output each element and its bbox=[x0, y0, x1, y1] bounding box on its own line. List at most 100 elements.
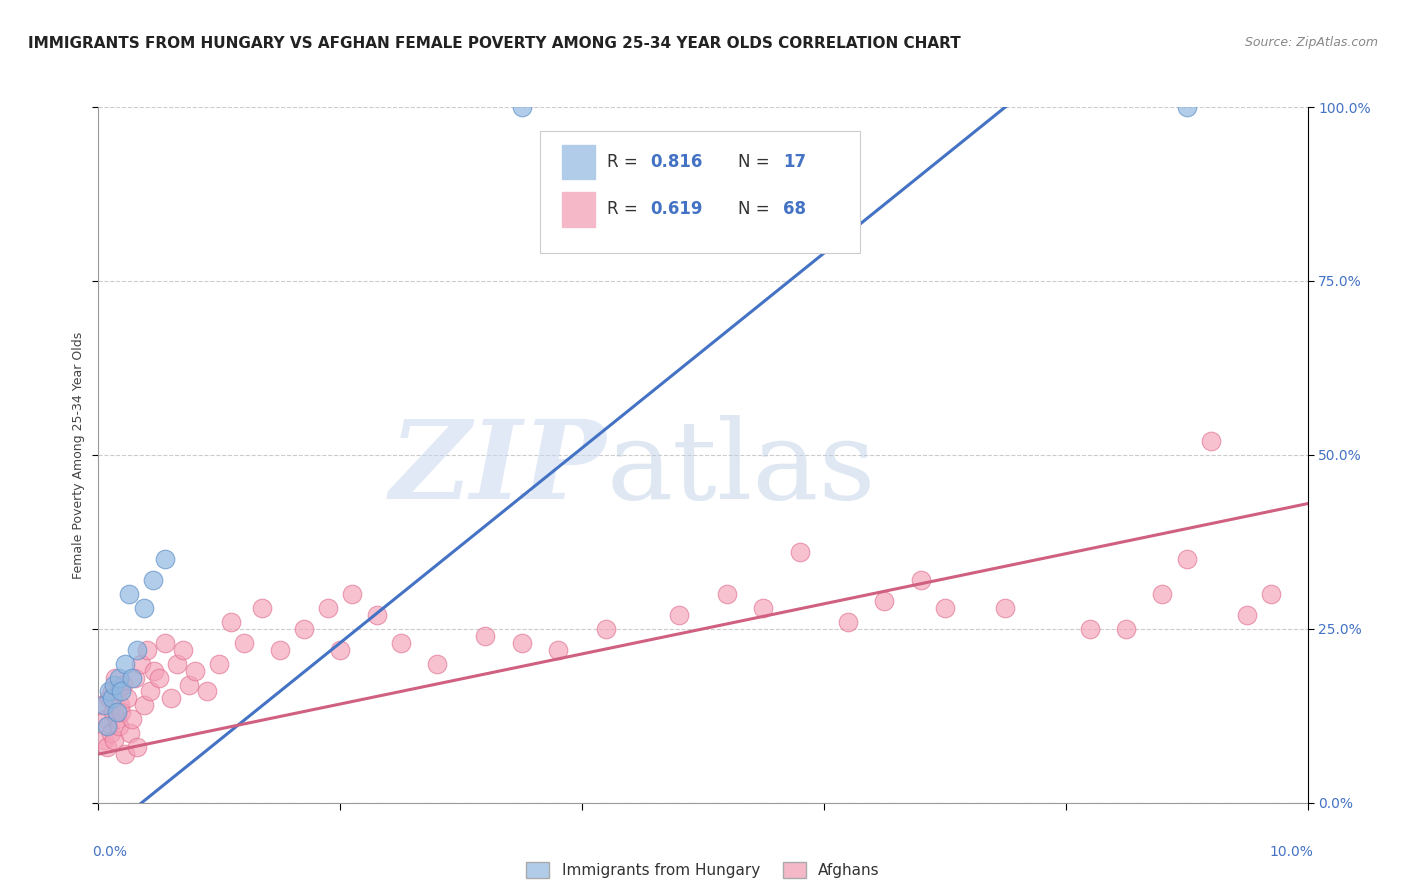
Text: 0.619: 0.619 bbox=[650, 201, 702, 219]
Point bbox=[121, 671, 143, 685]
Text: N =: N = bbox=[738, 153, 775, 171]
Point bbox=[103, 733, 125, 747]
Point bbox=[172, 642, 194, 657]
Text: 0.0%: 0.0% bbox=[93, 845, 128, 858]
Bar bbox=[561, 145, 595, 179]
Point bbox=[221, 615, 243, 629]
Point bbox=[179, 677, 201, 691]
Point bbox=[208, 657, 231, 671]
Text: 0.816: 0.816 bbox=[650, 153, 702, 171]
Point bbox=[510, 636, 533, 650]
Point bbox=[100, 726, 122, 740]
Point bbox=[329, 642, 352, 657]
Point bbox=[1199, 434, 1222, 448]
Point bbox=[94, 712, 117, 726]
Point bbox=[716, 587, 738, 601]
Point bbox=[96, 740, 118, 755]
Point bbox=[107, 684, 129, 698]
Point bbox=[366, 607, 388, 622]
Point bbox=[111, 677, 134, 691]
Point bbox=[1115, 622, 1137, 636]
Point bbox=[129, 657, 152, 671]
Point bbox=[134, 698, 156, 713]
Point bbox=[127, 740, 149, 755]
Point bbox=[101, 706, 124, 720]
Point bbox=[1175, 552, 1198, 566]
Text: Source: ZipAtlas.com: Source: ZipAtlas.com bbox=[1244, 36, 1378, 49]
Point bbox=[752, 601, 775, 615]
Point bbox=[184, 664, 207, 678]
Point bbox=[91, 698, 114, 713]
Point bbox=[105, 706, 128, 720]
Text: 10.0%: 10.0% bbox=[1270, 845, 1313, 858]
Point bbox=[96, 719, 118, 733]
Point bbox=[910, 573, 932, 587]
Point bbox=[595, 622, 617, 636]
Point bbox=[93, 733, 115, 747]
Point bbox=[114, 657, 136, 671]
Point bbox=[108, 719, 131, 733]
Point bbox=[97, 719, 120, 733]
Point bbox=[118, 726, 141, 740]
Legend: Immigrants from Hungary, Afghans: Immigrants from Hungary, Afghans bbox=[519, 855, 887, 886]
Point bbox=[108, 671, 131, 685]
Point bbox=[1260, 587, 1282, 601]
Point bbox=[139, 684, 162, 698]
Point bbox=[114, 747, 136, 761]
Point bbox=[110, 706, 132, 720]
Point bbox=[269, 642, 291, 657]
Text: R =: R = bbox=[607, 153, 644, 171]
Point bbox=[121, 712, 143, 726]
Point bbox=[124, 671, 146, 685]
Point bbox=[100, 684, 122, 698]
Point bbox=[105, 712, 128, 726]
Point bbox=[148, 671, 170, 685]
Text: IMMIGRANTS FROM HUNGARY VS AFGHAN FEMALE POVERTY AMONG 25-34 YEAR OLDS CORRELATI: IMMIGRANTS FROM HUNGARY VS AFGHAN FEMALE… bbox=[28, 36, 960, 51]
Point bbox=[292, 622, 315, 636]
Point bbox=[1078, 622, 1101, 636]
Text: R =: R = bbox=[607, 201, 644, 219]
Point bbox=[474, 629, 496, 643]
Point bbox=[1152, 587, 1174, 601]
Point bbox=[316, 601, 339, 615]
Point bbox=[135, 642, 157, 657]
Point bbox=[934, 601, 956, 615]
Point bbox=[195, 684, 218, 698]
Point bbox=[127, 642, 149, 657]
Point bbox=[389, 636, 412, 650]
Point bbox=[789, 545, 811, 559]
Y-axis label: Female Poverty Among 25-34 Year Olds: Female Poverty Among 25-34 Year Olds bbox=[72, 331, 84, 579]
Point bbox=[103, 677, 125, 691]
Point bbox=[342, 587, 364, 601]
Point bbox=[837, 615, 859, 629]
Bar bbox=[561, 192, 595, 227]
Point bbox=[1175, 100, 1198, 114]
Point bbox=[100, 691, 122, 706]
Point bbox=[153, 636, 176, 650]
Point bbox=[994, 601, 1017, 615]
Point bbox=[426, 657, 449, 671]
Text: 68: 68 bbox=[783, 201, 806, 219]
Point bbox=[232, 636, 254, 650]
Point bbox=[110, 684, 132, 698]
Point bbox=[108, 698, 131, 713]
Point bbox=[118, 587, 141, 601]
Point bbox=[93, 698, 115, 713]
Point bbox=[160, 691, 183, 706]
Point bbox=[153, 552, 176, 566]
Text: N =: N = bbox=[738, 201, 775, 219]
Text: atlas: atlas bbox=[606, 416, 876, 523]
Point bbox=[1236, 607, 1258, 622]
FancyBboxPatch shape bbox=[540, 131, 860, 253]
Point bbox=[134, 601, 156, 615]
Point bbox=[98, 691, 121, 706]
Text: ZIP: ZIP bbox=[389, 415, 606, 523]
Point bbox=[98, 684, 121, 698]
Point bbox=[117, 691, 139, 706]
Point bbox=[668, 607, 690, 622]
Point bbox=[873, 594, 896, 608]
Text: 17: 17 bbox=[783, 153, 806, 171]
Point bbox=[547, 642, 569, 657]
Point bbox=[143, 664, 166, 678]
Point bbox=[104, 671, 127, 685]
